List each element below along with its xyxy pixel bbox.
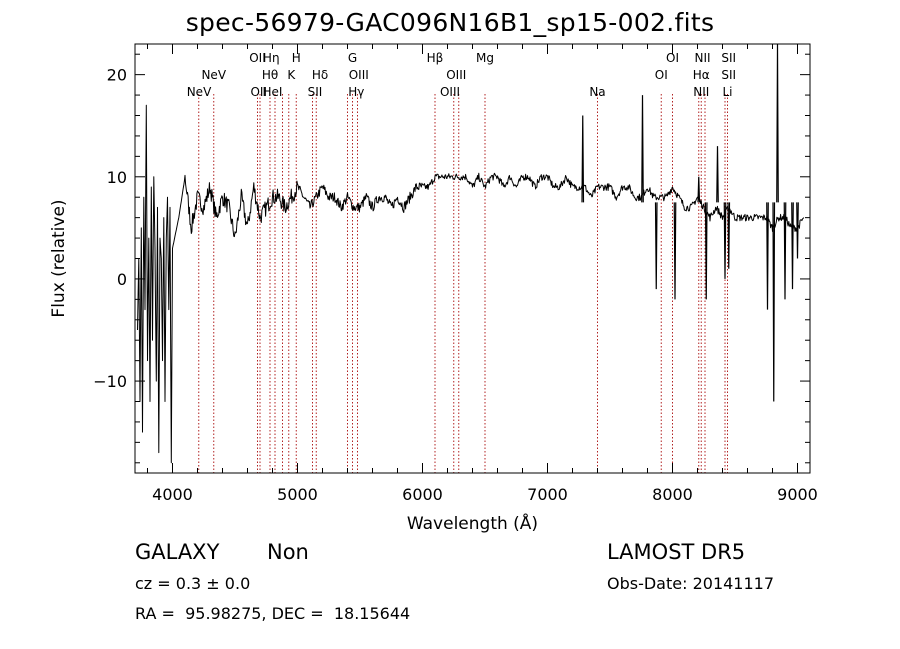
- y-tick-label: 10: [107, 168, 127, 187]
- y-tick-label: −10: [93, 372, 127, 391]
- line-label: OIII: [446, 68, 466, 82]
- line-label: G: [348, 51, 357, 65]
- line-label: Na: [589, 85, 605, 99]
- spectrum-spike: [704, 202, 708, 300]
- spectrum-spike: [766, 202, 769, 310]
- y-tick-label: 20: [107, 66, 127, 85]
- x-tick-label: 6000: [402, 485, 443, 504]
- x-axis-label: Wavelength (Å): [407, 512, 538, 534]
- line-label: OII: [249, 51, 266, 65]
- x-tick-label: 8000: [652, 485, 693, 504]
- spectrum-spike: [641, 95, 644, 203]
- line-label: OIII: [440, 85, 460, 99]
- line-label: OI: [666, 51, 679, 65]
- object-subclass: Non: [267, 540, 309, 564]
- line-label: NeV: [201, 68, 226, 82]
- line-label: Hδ: [312, 68, 328, 82]
- line-label: NII: [694, 51, 710, 65]
- spectrum-spike: [581, 115, 585, 203]
- line-label: OI: [655, 68, 668, 82]
- spectrum-spike: [783, 202, 787, 300]
- line-label: K: [287, 68, 296, 82]
- x-tick-label: 5000: [277, 485, 318, 504]
- line-label: HeI: [263, 85, 283, 99]
- spectrum-spike: [791, 202, 794, 290]
- y-tick-label: 0: [117, 270, 127, 289]
- x-tick-label: 7000: [527, 485, 568, 504]
- line-label: SII: [721, 51, 736, 65]
- spectrum-spike: [727, 202, 731, 269]
- line-label: Hη: [263, 51, 280, 65]
- spectrum-spike: [772, 202, 776, 402]
- line-label: SII: [308, 85, 323, 99]
- obs-date: Obs-Date: 20141117: [607, 574, 775, 593]
- plot-frame: [134, 43, 811, 474]
- line-label: Mg: [476, 51, 494, 65]
- object-class: GALAXY: [135, 540, 220, 564]
- line-label: NII: [693, 85, 709, 99]
- line-label: NeV: [187, 85, 212, 99]
- spectrum-spike: [697, 176, 701, 203]
- x-tick-label: 9000: [777, 485, 818, 504]
- line-label: Li: [722, 85, 732, 99]
- y-axis-label: Flux (relative): [49, 199, 69, 317]
- chart-title: spec-56979-GAC096N16B1_sp15-002.fits: [185, 8, 715, 37]
- line-label: Hβ: [427, 51, 444, 65]
- spectrum-spike: [673, 202, 677, 300]
- spectrum-spike: [716, 146, 719, 203]
- survey-name: LAMOST DR5: [607, 540, 746, 564]
- line-label: Hα: [693, 68, 710, 82]
- coordinates: RA = 95.98275, DEC = 18.15644: [135, 604, 411, 623]
- spectrum-spike: [654, 202, 658, 290]
- line-label: Hγ: [348, 85, 364, 99]
- line-label: H: [292, 51, 301, 65]
- line-label: OIII: [349, 68, 369, 82]
- spectrum-spike: [796, 202, 799, 259]
- x-tick-label: 4000: [152, 485, 193, 504]
- line-label: Hθ: [262, 68, 278, 82]
- line-label: SII: [721, 68, 736, 82]
- spectrum-line: [137, 104, 805, 464]
- line-label: OII: [250, 85, 267, 99]
- redshift-text: cz = 0.3 ± 0.0: [135, 574, 251, 593]
- spectrum-spike: [776, 43, 779, 203]
